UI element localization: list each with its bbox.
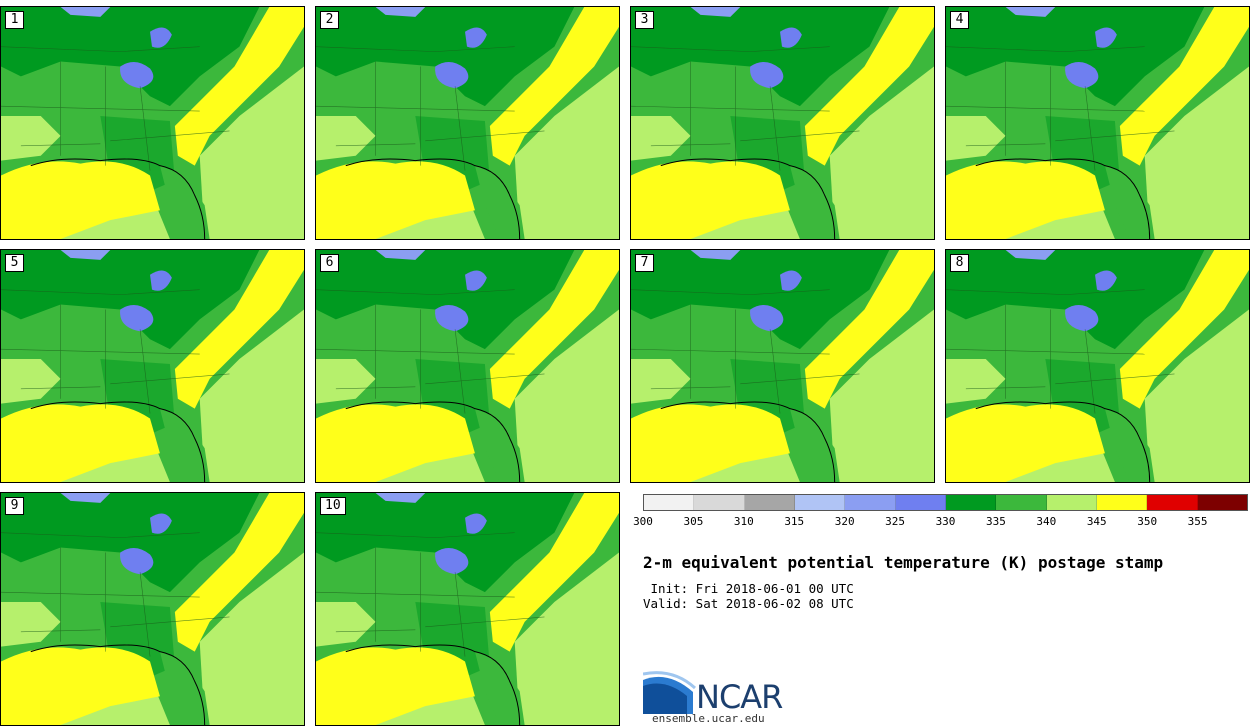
member-number-label: 5 — [5, 254, 24, 272]
colorbar-tick-label: 335 — [985, 515, 1006, 528]
ensemble-member-panel: 5 — [0, 249, 305, 483]
colorbar-segment — [644, 495, 695, 510]
colorbar-tick-label: 315 — [784, 515, 805, 528]
ensemble-member-panel: 3 — [630, 6, 935, 240]
colorbar-segment — [794, 495, 846, 510]
init-time: Init: Fri 2018-06-01 00 UTC — [643, 581, 854, 596]
colorbar-tick-label: 350 — [1137, 515, 1158, 528]
valid-time: Valid: Sat 2018-06-02 08 UTC — [643, 596, 854, 611]
member-number-label: 8 — [950, 254, 969, 272]
colorbar — [643, 494, 1248, 511]
member-number-label: 3 — [635, 11, 654, 29]
member-number-label: 6 — [320, 254, 339, 272]
member-number-label: 4 — [950, 11, 969, 29]
colorbar-tick-label: 355 — [1187, 515, 1208, 528]
colorbar-segment — [1096, 495, 1148, 510]
member-number-label: 7 — [635, 254, 654, 272]
ensemble-member-panel: 7 — [630, 249, 935, 483]
colorbar-segment — [996, 495, 1047, 510]
colorbar-tick-label: 330 — [935, 515, 956, 528]
ensemble-member-panel: 2 — [315, 6, 620, 240]
colorbar-segment — [945, 495, 997, 510]
colorbar-tick-label: 345 — [1086, 515, 1107, 528]
ensemble-member-panel: 10 — [315, 492, 620, 726]
member-number-label: 2 — [320, 11, 339, 29]
colorbar-segment — [1197, 495, 1247, 510]
colorbar-tick-label: 300 — [633, 515, 653, 528]
ensemble-member-panel: 1 — [0, 6, 305, 240]
colorbar-segment — [744, 495, 795, 510]
colorbar-tick-label: 325 — [885, 515, 906, 528]
colorbar-segment — [895, 495, 946, 510]
colorbar-tick-label: 340 — [1036, 515, 1057, 528]
colorbar-segment — [845, 495, 896, 510]
ncar-logo-text: NCAR — [696, 678, 783, 716]
colorbar-segment — [1147, 495, 1198, 510]
colorbar-tick-label: 310 — [733, 515, 754, 528]
member-number-label: 1 — [5, 11, 24, 29]
ensemble-member-panel: 8 — [945, 249, 1250, 483]
colorbar-tick-label: 320 — [834, 515, 855, 528]
ensemble-member-panel: 4 — [945, 6, 1250, 240]
plot-title: 2-m equivalent potential temperature (K)… — [643, 553, 1164, 572]
ncar-logo-icon — [643, 671, 697, 714]
member-number-label: 9 — [5, 497, 24, 515]
colorbar-tick-label: 305 — [683, 515, 704, 528]
colorbar-segment — [694, 495, 745, 510]
logo-url: ensemble.ucar.edu — [652, 712, 765, 725]
ensemble-member-panel: 6 — [315, 249, 620, 483]
colorbar-segment — [1046, 495, 1097, 510]
ensemble-member-panel: 9 — [0, 492, 305, 726]
member-number-label: 10 — [320, 497, 346, 515]
